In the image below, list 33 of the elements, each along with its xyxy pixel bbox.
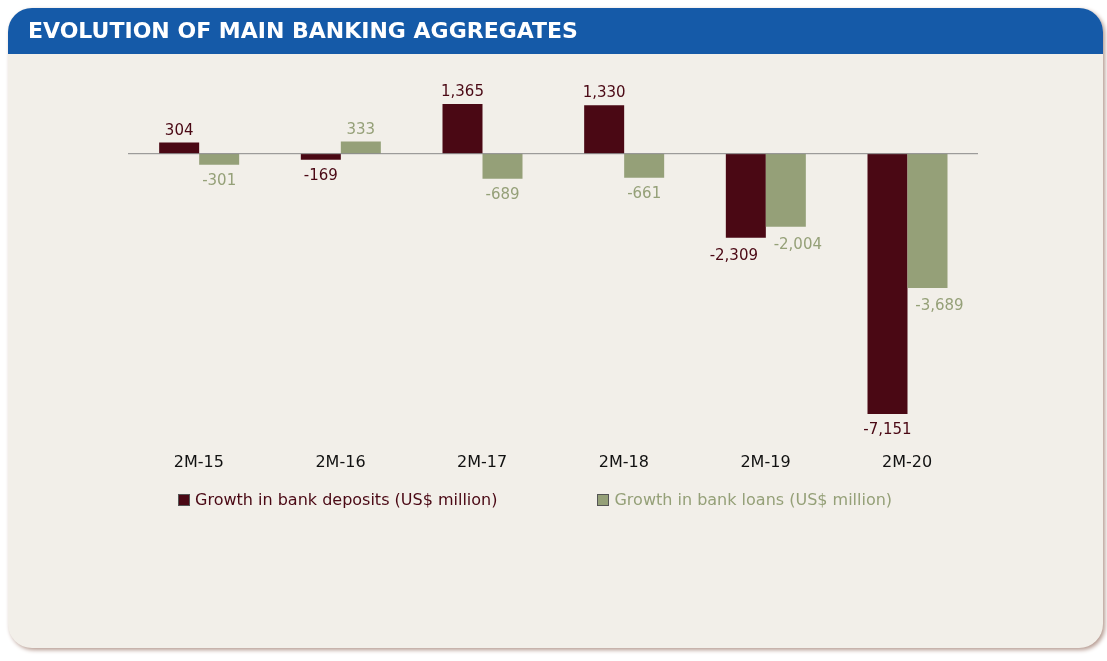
bar [624, 153, 665, 178]
legend-label: Growth in bank deposits (US$ million) [195, 490, 498, 509]
bar [199, 153, 240, 165]
x-tick-label: 2M-18 [598, 452, 649, 472]
data-label: 1,365 [441, 82, 484, 100]
bar [300, 153, 341, 160]
data-label: -689 [485, 184, 520, 203]
data-label: -2,309 [709, 245, 759, 264]
data-label: -7,151 [863, 420, 912, 438]
x-tick-label: 2M-15 [173, 452, 224, 472]
data-label: -169 [303, 165, 338, 184]
x-tick-label: 2M-16 [315, 452, 366, 472]
x-tick-label: 2M-20 [882, 452, 933, 472]
bar [907, 153, 948, 288]
x-tick-label: 2M-17 [457, 452, 508, 472]
bar [584, 105, 625, 154]
bar [482, 153, 523, 179]
bar [159, 142, 200, 154]
data-label: -661 [627, 183, 662, 202]
bar [765, 153, 806, 227]
bar [340, 141, 381, 154]
data-label: -301 [202, 170, 237, 189]
x-tick-label: 2M-19 [740, 452, 791, 472]
data-label: -3,689 [915, 295, 964, 314]
legend-label: Growth in bank loans (US$ million) [614, 490, 893, 509]
data-label: -2,004 [773, 234, 823, 253]
bar [725, 153, 766, 238]
bar [867, 153, 908, 414]
data-label: 1,330 [582, 83, 626, 102]
bar [442, 104, 483, 154]
data-label: 333 [346, 119, 376, 138]
chart-title: EVOLUTION OF MAIN BANKING AGGREGATES [8, 8, 1103, 54]
data-label: 304 [164, 120, 194, 139]
